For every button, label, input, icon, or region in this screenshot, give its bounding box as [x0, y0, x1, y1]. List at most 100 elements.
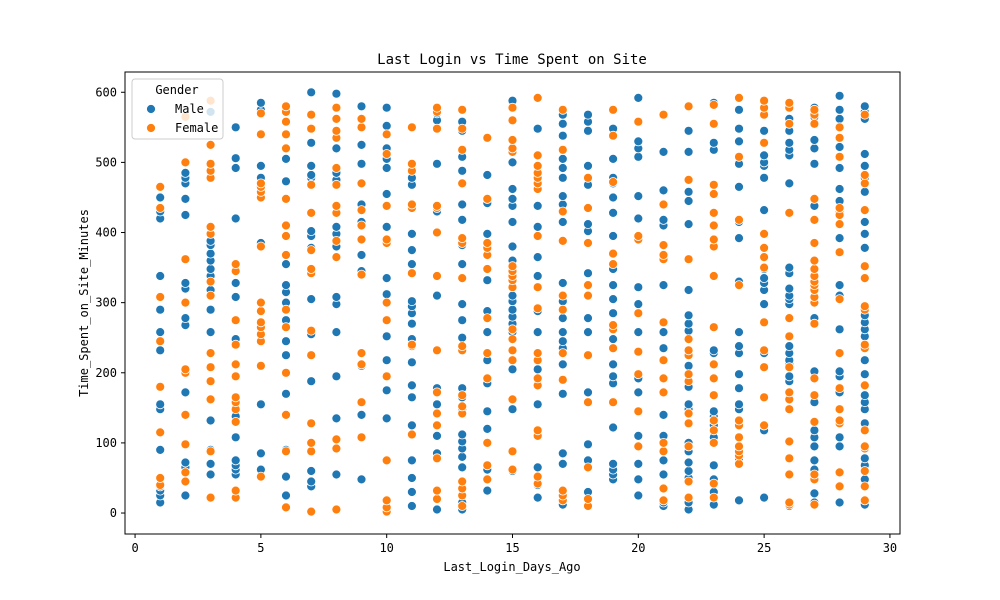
point-female-330	[784, 97, 795, 108]
point-male-27	[205, 469, 216, 480]
point-male-275	[633, 458, 644, 469]
point-female-195	[532, 425, 543, 436]
point-female-283	[708, 271, 719, 281]
point-male-403	[809, 143, 820, 154]
point-male-422	[834, 114, 845, 124]
point-female-360	[834, 247, 845, 258]
point-male-384	[784, 137, 795, 148]
point-female-274	[708, 492, 719, 503]
point-female-288	[708, 189, 719, 199]
point-male-313	[683, 318, 694, 329]
point-male-340	[734, 369, 744, 380]
point-female-30	[205, 158, 216, 169]
point-male-210	[532, 399, 543, 410]
point-female-121	[381, 200, 392, 211]
point-male-96	[331, 292, 342, 302]
point-male-409	[834, 432, 845, 443]
point-female-38	[230, 392, 241, 403]
point-female-238	[608, 130, 618, 141]
point-female-177	[507, 394, 518, 405]
point-male-31	[205, 327, 216, 338]
point-male-343	[734, 327, 744, 338]
point-female-273	[683, 101, 694, 112]
point-male-335	[734, 495, 744, 506]
point-female-21	[205, 376, 216, 387]
point-female-76	[306, 446, 317, 457]
point-female-58	[255, 129, 266, 140]
point-male-363	[759, 172, 769, 183]
point-female-208	[532, 150, 543, 161]
point-male-404	[809, 135, 820, 145]
point-female-168	[482, 313, 493, 324]
point-male-26	[180, 167, 191, 178]
point-female-215	[557, 304, 568, 315]
point-female-132	[406, 122, 417, 133]
point-male-445	[859, 149, 870, 159]
point-male-198	[507, 290, 518, 301]
point-female-152	[457, 401, 468, 412]
point-male-85	[306, 226, 317, 237]
point-male-233	[557, 172, 568, 183]
point-female-222	[583, 494, 593, 504]
point-male-273	[633, 490, 644, 501]
point-female-3	[155, 381, 166, 392]
legend-label-female: Female	[175, 121, 218, 135]
point-female-137	[432, 408, 442, 419]
point-male-134	[406, 357, 417, 368]
point-female-331	[809, 499, 820, 510]
legend: Gender Male Female	[131, 78, 224, 140]
point-male-367	[759, 125, 769, 136]
point-male-222	[557, 388, 568, 399]
point-male-37	[205, 248, 216, 259]
point-female-231	[608, 397, 618, 408]
point-male-132	[406, 392, 417, 403]
point-female-24	[205, 290, 216, 301]
point-male-413	[834, 324, 845, 335]
point-male-264	[608, 280, 618, 291]
point-female-67	[281, 231, 291, 241]
point-female-235	[608, 259, 618, 270]
point-female-86	[306, 123, 317, 134]
point-female-219	[557, 144, 568, 155]
point-male-362	[759, 205, 769, 216]
point-male-439	[859, 242, 870, 253]
point-female-232	[608, 343, 618, 354]
point-female-344	[809, 264, 820, 274]
point-male-172	[457, 199, 468, 210]
point-female-189	[507, 135, 518, 145]
point-male-44	[230, 455, 241, 466]
point-female-359	[834, 294, 845, 305]
point-female-257	[658, 250, 669, 260]
y-tick-label: 500	[95, 155, 117, 169]
point-female-42	[230, 315, 241, 326]
point-male-416	[834, 233, 845, 244]
point-male-142	[406, 228, 417, 239]
point-female-69	[281, 193, 291, 204]
point-female-243	[633, 346, 644, 357]
point-male-252	[583, 109, 593, 120]
point-female-179	[507, 345, 518, 356]
point-male-342	[734, 341, 744, 352]
point-female-378	[859, 273, 870, 284]
point-female-261	[683, 492, 694, 503]
point-female-320	[784, 436, 795, 447]
point-female-379	[859, 261, 870, 272]
point-female-212	[557, 485, 568, 496]
point-female-193	[532, 471, 543, 482]
point-female-254	[658, 355, 669, 366]
point-male-393	[809, 425, 820, 436]
point-male-71	[281, 280, 291, 291]
point-male-420	[834, 163, 845, 173]
point-female-277	[708, 425, 719, 436]
point-female-306	[759, 345, 769, 356]
point-female-351	[809, 104, 820, 115]
point-male-108	[356, 250, 367, 260]
point-male-366	[759, 150, 769, 161]
point-male-48	[230, 292, 241, 302]
point-male-167	[457, 315, 468, 326]
point-female-264	[683, 418, 694, 429]
x-tick-label: 20	[631, 541, 645, 555]
point-female-236	[608, 248, 618, 259]
point-female-353	[834, 467, 845, 478]
point-male-227	[557, 313, 568, 324]
